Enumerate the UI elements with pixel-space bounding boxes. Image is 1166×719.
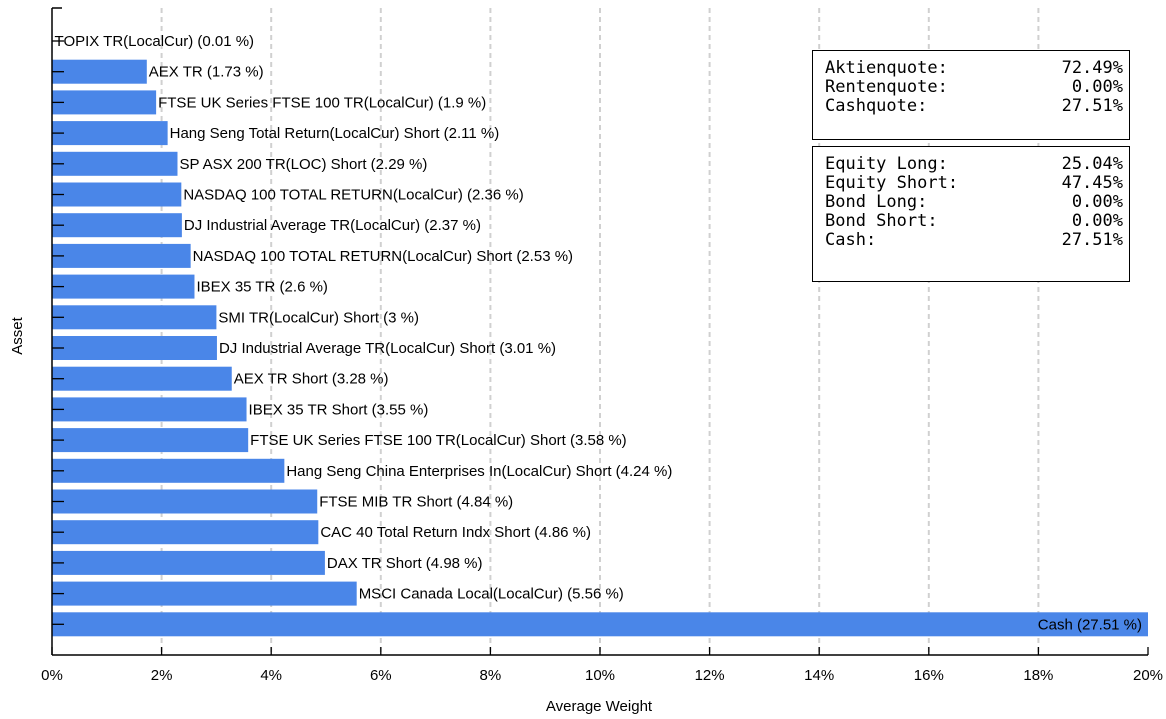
bar	[52, 274, 195, 299]
allocation-quotes-box: Aktienquote: 72.49% Rentenquote: 0.00% Cas…	[812, 50, 1130, 140]
stat-row-aktienquote: Aktienquote: 72.49%	[825, 59, 1123, 78]
bar-data-label: TOPIX TR(LocalCur) (0.01 %)	[55, 33, 255, 50]
bar-data-label: Hang Seng China Enterprises In(LocalCur)…	[286, 463, 672, 480]
stat-value: 0.00%	[1071, 192, 1123, 212]
exposure-box: Equity Long: 25.04% Equity Short: 47.45% B…	[812, 146, 1130, 282]
bar-data-label: DJ Industrial Average TR(LocalCur) (2.37…	[184, 217, 481, 234]
stat-row-equity-short: Equity Short: 47.45%	[825, 174, 1123, 193]
bar	[52, 458, 285, 483]
x-tick-label: 20%	[1133, 667, 1163, 684]
x-tick-label: 14%	[804, 667, 834, 684]
bar	[52, 612, 1148, 637]
stat-value: 0.00%	[1071, 77, 1123, 97]
stat-label: Cashquote:	[825, 96, 928, 116]
bar-data-label: MSCI Canada Local(LocalCur) (5.56 %)	[359, 586, 624, 603]
x-tick-label: 16%	[914, 667, 944, 684]
x-tick-label: 10%	[585, 667, 615, 684]
x-tick-label: 12%	[695, 667, 725, 684]
x-tick-labels: 0% 2% 4% 6% 8% 10% 12% 14% 16% 18% 20%	[41, 667, 1163, 684]
bar	[52, 366, 232, 391]
bar	[52, 121, 168, 146]
bar	[52, 213, 182, 238]
stat-value: 27.51%	[1061, 96, 1123, 116]
stat-label: Aktienquote:	[825, 58, 948, 78]
bar-labels: TOPIX TR(LocalCur) (0.01 %) AEX TR (1.73 …	[55, 33, 1142, 633]
stat-value: 0.00%	[1071, 211, 1123, 231]
bar-data-label: FTSE MIB TR Short (4.84 %)	[319, 494, 513, 511]
stat-row-equity-long: Equity Long: 25.04%	[825, 155, 1123, 174]
bar-data-label: SP ASX 200 TR(LOC) Short (2.29 %)	[179, 156, 427, 173]
stat-row-cashquote: Cashquote: 27.51%	[825, 97, 1123, 116]
bar-data-label: IBEX 35 TR Short (3.55 %)	[249, 401, 429, 418]
stat-row-rentenquote: Rentenquote: 0.00%	[825, 78, 1123, 97]
bar	[52, 397, 247, 422]
bar-data-label: CAC 40 Total Return Indx Short (4.86 %)	[320, 524, 591, 541]
x-tick-label: 2%	[151, 667, 173, 684]
stat-label: Rentenquote:	[825, 77, 948, 97]
bar	[52, 520, 319, 545]
bar-data-label: AEX TR Short (3.28 %)	[234, 371, 389, 388]
bar	[52, 550, 325, 575]
bar-data-label: SMI TR(LocalCur) Short (3 %)	[218, 309, 419, 326]
bar-data-label: IBEX 35 TR (2.6 %)	[196, 279, 327, 296]
stat-row-bond-long: Bond Long: 0.00%	[825, 193, 1123, 212]
stat-label: Equity Short:	[825, 173, 959, 193]
x-tick-label: 4%	[260, 667, 282, 684]
stat-label: Bond Short:	[825, 211, 938, 231]
x-tick-label: 0%	[41, 667, 63, 684]
bar	[52, 59, 147, 84]
stat-row-cash: Cash: 27.51%	[825, 231, 1123, 250]
stat-value: 47.45%	[1061, 173, 1123, 193]
bar-data-label: AEX TR (1.73 %)	[149, 64, 264, 81]
bar-data-label: DAX TR Short (4.98 %)	[327, 555, 483, 572]
bar	[52, 90, 157, 115]
stat-label: Cash:	[825, 230, 877, 250]
bar-data-label: NASDAQ 100 TOTAL RETURN(LocalCur) (2.36 …	[183, 187, 523, 204]
y-axis-title: Asset	[9, 316, 26, 354]
stat-value: 72.49%	[1061, 58, 1123, 78]
x-tick-label: 18%	[1023, 667, 1053, 684]
bar	[52, 428, 249, 453]
stat-label: Bond Long:	[825, 192, 928, 212]
stat-row-bond-short: Bond Short: 0.00%	[825, 212, 1123, 231]
bar-data-label: DJ Industrial Average TR(LocalCur) Short…	[219, 340, 556, 357]
bars	[52, 29, 1148, 637]
bar	[52, 489, 318, 514]
x-axis-title: Average Weight	[546, 698, 653, 715]
bar	[52, 182, 182, 207]
bar-data-label: Cash (27.51 %)	[1038, 616, 1142, 633]
bar	[52, 581, 357, 606]
bar-data-label: Hang Seng Total Return(LocalCur) Short (…	[170, 125, 500, 142]
bar-data-label: NASDAQ 100 TOTAL RETURN(LocalCur) Short …	[193, 248, 573, 265]
stat-value: 25.04%	[1061, 154, 1123, 174]
bar	[52, 305, 217, 330]
bar	[52, 151, 178, 176]
stat-label: Equity Long:	[825, 154, 948, 174]
x-tick-label: 8%	[480, 667, 502, 684]
bar-data-label: FTSE UK Series FTSE 100 TR(LocalCur) (1.…	[158, 94, 486, 111]
bar	[52, 336, 217, 360]
bar-data-label: FTSE UK Series FTSE 100 TR(LocalCur) Sho…	[250, 432, 627, 449]
axes	[51, 7, 1149, 656]
bar	[52, 243, 191, 268]
stat-value: 27.51%	[1061, 230, 1123, 250]
x-tick-label: 6%	[370, 667, 392, 684]
